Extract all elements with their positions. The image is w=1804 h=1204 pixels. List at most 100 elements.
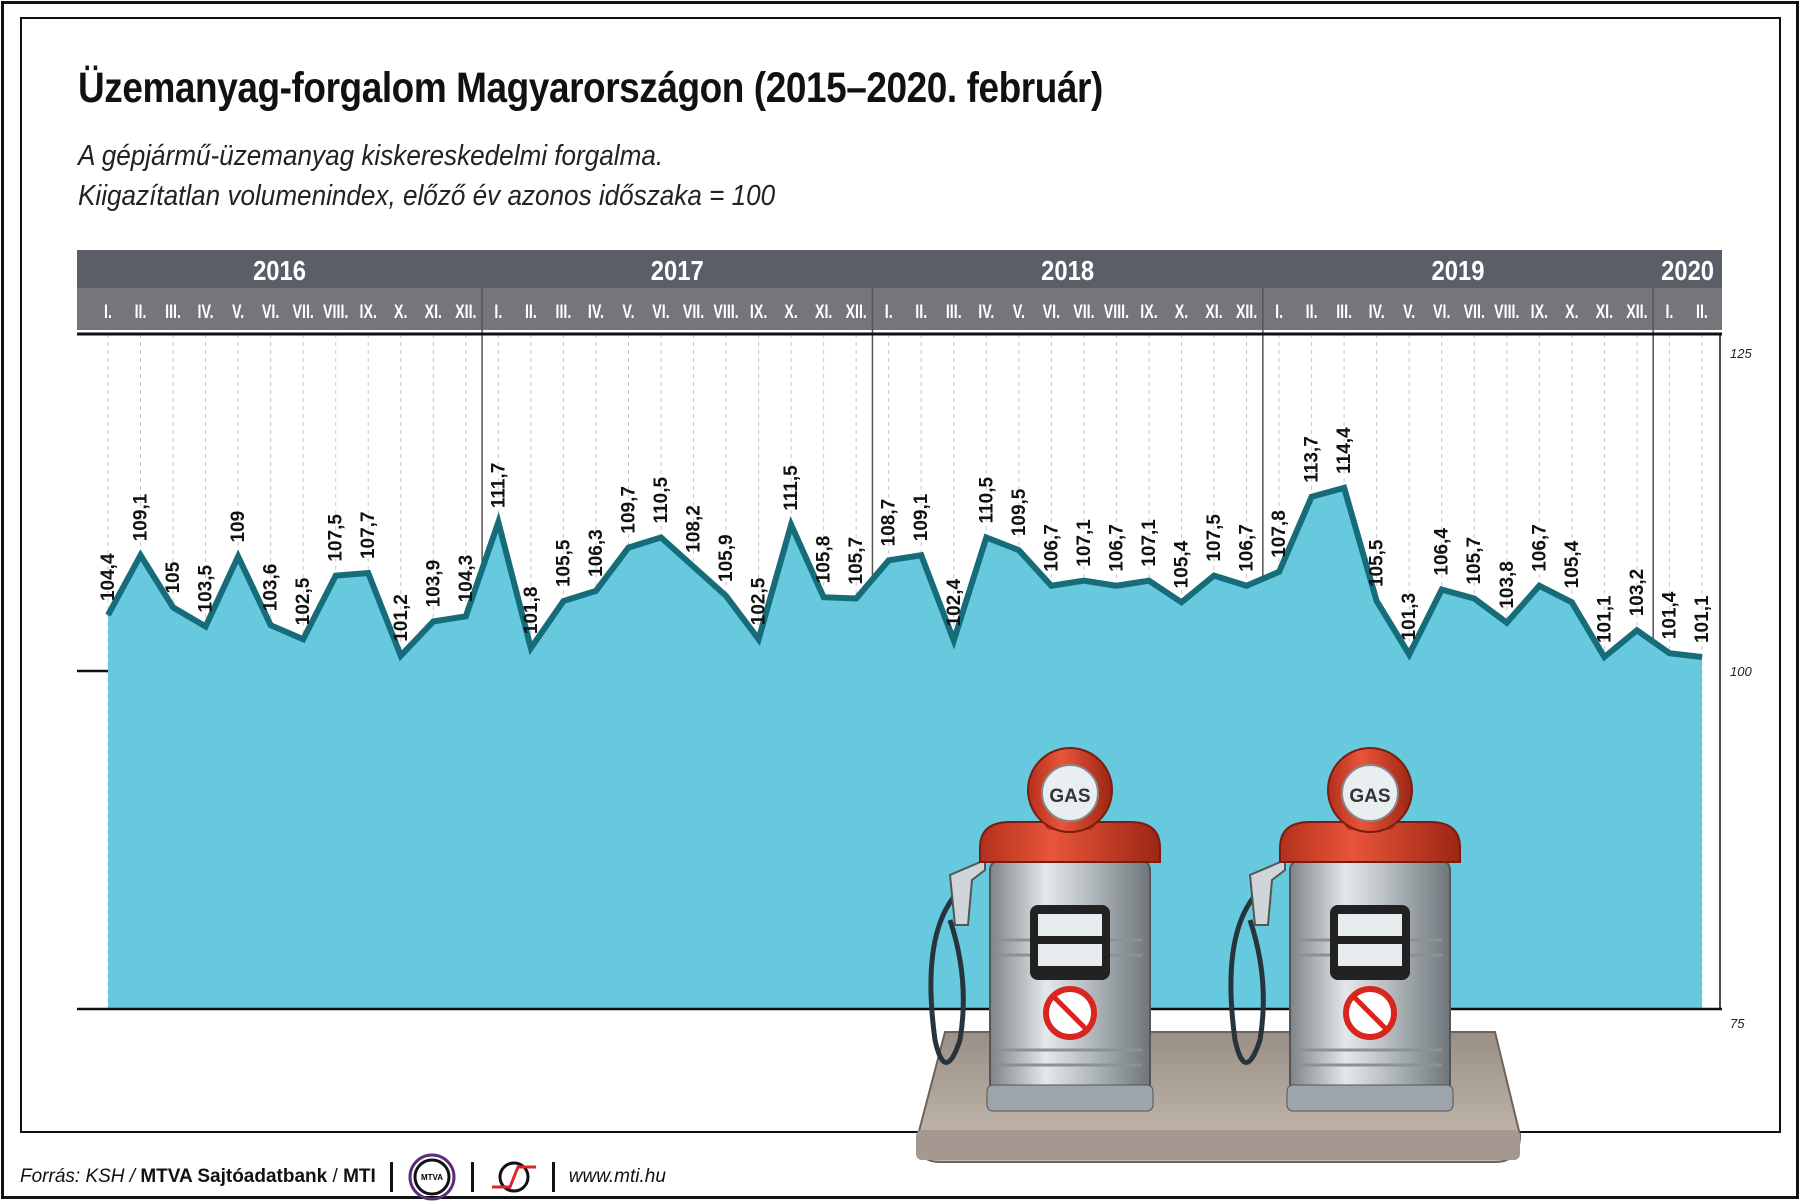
month-label: IX. bbox=[1531, 301, 1548, 322]
data-point bbox=[1148, 580, 1150, 582]
data-point bbox=[497, 521, 499, 523]
mti-logo bbox=[491, 1161, 536, 1193]
subtitle-line-2: Kiigazítatlan volumenindex, előző év azo… bbox=[78, 180, 776, 212]
month-label: VII. bbox=[292, 301, 313, 322]
data-label: 105 bbox=[163, 561, 184, 593]
data-label: 106,7 bbox=[1041, 524, 1062, 572]
data-point bbox=[205, 625, 207, 627]
data-label: 114,4 bbox=[1334, 427, 1355, 474]
data-point bbox=[367, 572, 369, 574]
month-label: VII. bbox=[1464, 301, 1485, 322]
data-label: 103,9 bbox=[423, 560, 444, 608]
month-label: XII. bbox=[1626, 301, 1647, 322]
data-label: 105,4 bbox=[1562, 540, 1583, 588]
month-label: VI. bbox=[262, 301, 279, 322]
data-point bbox=[1213, 575, 1215, 577]
month-label: V. bbox=[1403, 301, 1415, 322]
month-label: XI. bbox=[815, 301, 832, 322]
data-point bbox=[302, 638, 304, 640]
globe-face bbox=[1341, 764, 1399, 822]
data-label: 109 bbox=[228, 511, 249, 543]
data-point bbox=[660, 536, 662, 538]
data-point bbox=[140, 554, 142, 556]
no-smoking-slash bbox=[1352, 995, 1388, 1031]
month-label: VI. bbox=[652, 301, 669, 322]
data-point bbox=[1311, 496, 1313, 498]
year-label: 2020 bbox=[1661, 254, 1714, 286]
divider bbox=[470, 1162, 474, 1192]
data-point bbox=[953, 639, 955, 641]
month-label: IV. bbox=[978, 301, 994, 322]
divider bbox=[551, 1162, 555, 1192]
month-label: X. bbox=[1565, 301, 1578, 322]
data-point bbox=[1473, 597, 1475, 599]
data-label: 105,7 bbox=[1464, 537, 1485, 585]
data-point bbox=[237, 556, 239, 558]
month-label: VII. bbox=[683, 301, 704, 322]
data-label: 105,9 bbox=[716, 534, 737, 582]
data-label: 106,3 bbox=[586, 529, 607, 577]
data-label: 113,7 bbox=[1302, 436, 1323, 483]
month-label: VIII. bbox=[1104, 301, 1129, 322]
data-label: 109,5 bbox=[1009, 488, 1030, 536]
footer: Forrás: KSH / MTVA Sajtóadatbank / MTI M… bbox=[20, 1152, 666, 1202]
month-label: II. bbox=[915, 301, 927, 322]
month-label: IV. bbox=[588, 301, 604, 322]
month-label: XI. bbox=[425, 301, 442, 322]
y-tick-label: 100 bbox=[1730, 664, 1752, 679]
data-label: 107,7 bbox=[358, 512, 379, 560]
data-label: 104,4 bbox=[98, 553, 119, 601]
gas-pumps-illustration: GAS GAS bbox=[916, 747, 1522, 1163]
month-label: IV. bbox=[1369, 301, 1385, 322]
month-label: VIII. bbox=[713, 301, 738, 322]
gas-pump: GAS bbox=[1228, 747, 1461, 1112]
pump-base bbox=[986, 1084, 1154, 1112]
year-label: 2019 bbox=[1432, 254, 1485, 286]
data-label: 101,8 bbox=[521, 587, 542, 635]
data-point bbox=[1408, 653, 1410, 655]
month-label: V. bbox=[622, 301, 634, 322]
data-point bbox=[1701, 656, 1703, 658]
data-point bbox=[400, 655, 402, 657]
data-point bbox=[790, 524, 792, 526]
month-label: VIII. bbox=[1494, 301, 1519, 322]
month-label: X. bbox=[1175, 301, 1188, 322]
data-label: 103,6 bbox=[261, 564, 282, 612]
data-point bbox=[1603, 656, 1605, 658]
source-text: Forrás: KSH / MTVA Sajtóadatbank / MTI bbox=[20, 1166, 376, 1187]
display-counter bbox=[1338, 944, 1402, 966]
data-point bbox=[888, 559, 890, 561]
data-point bbox=[1018, 549, 1020, 551]
data-label: 108,2 bbox=[684, 505, 705, 553]
data-label: 110,5 bbox=[976, 477, 997, 524]
data-label: 107,1 bbox=[1074, 519, 1095, 567]
no-smoking-slash bbox=[1052, 995, 1088, 1031]
data-label: 106,7 bbox=[1106, 524, 1127, 572]
data-label: 106,7 bbox=[1529, 524, 1550, 572]
month-label: IX. bbox=[360, 301, 377, 322]
month-label: III. bbox=[556, 301, 572, 322]
data-point bbox=[627, 547, 629, 549]
data-point bbox=[855, 597, 857, 599]
month-header-band bbox=[77, 288, 1722, 330]
platform-edge bbox=[916, 1130, 1520, 1160]
data-label: 105,8 bbox=[814, 536, 835, 584]
data-label: 111,7 bbox=[488, 463, 509, 508]
website-url: www.mti.hu bbox=[568, 1166, 666, 1187]
svg-text:MTVA: MTVA bbox=[421, 1173, 443, 1182]
hose bbox=[1228, 888, 1266, 1065]
data-label: 102,4 bbox=[944, 578, 965, 626]
data-point bbox=[725, 595, 727, 597]
month-label: VII. bbox=[1073, 301, 1094, 322]
globe-face bbox=[1041, 764, 1099, 822]
pump-base bbox=[1286, 1084, 1454, 1112]
data-label: 104,3 bbox=[456, 555, 477, 603]
year-label: 2016 bbox=[253, 254, 306, 286]
data-label: 103,5 bbox=[196, 565, 217, 613]
month-label: V. bbox=[1013, 301, 1025, 322]
month-label: I. bbox=[1665, 301, 1673, 322]
month-label: II. bbox=[1696, 301, 1708, 322]
data-point bbox=[1636, 629, 1638, 631]
